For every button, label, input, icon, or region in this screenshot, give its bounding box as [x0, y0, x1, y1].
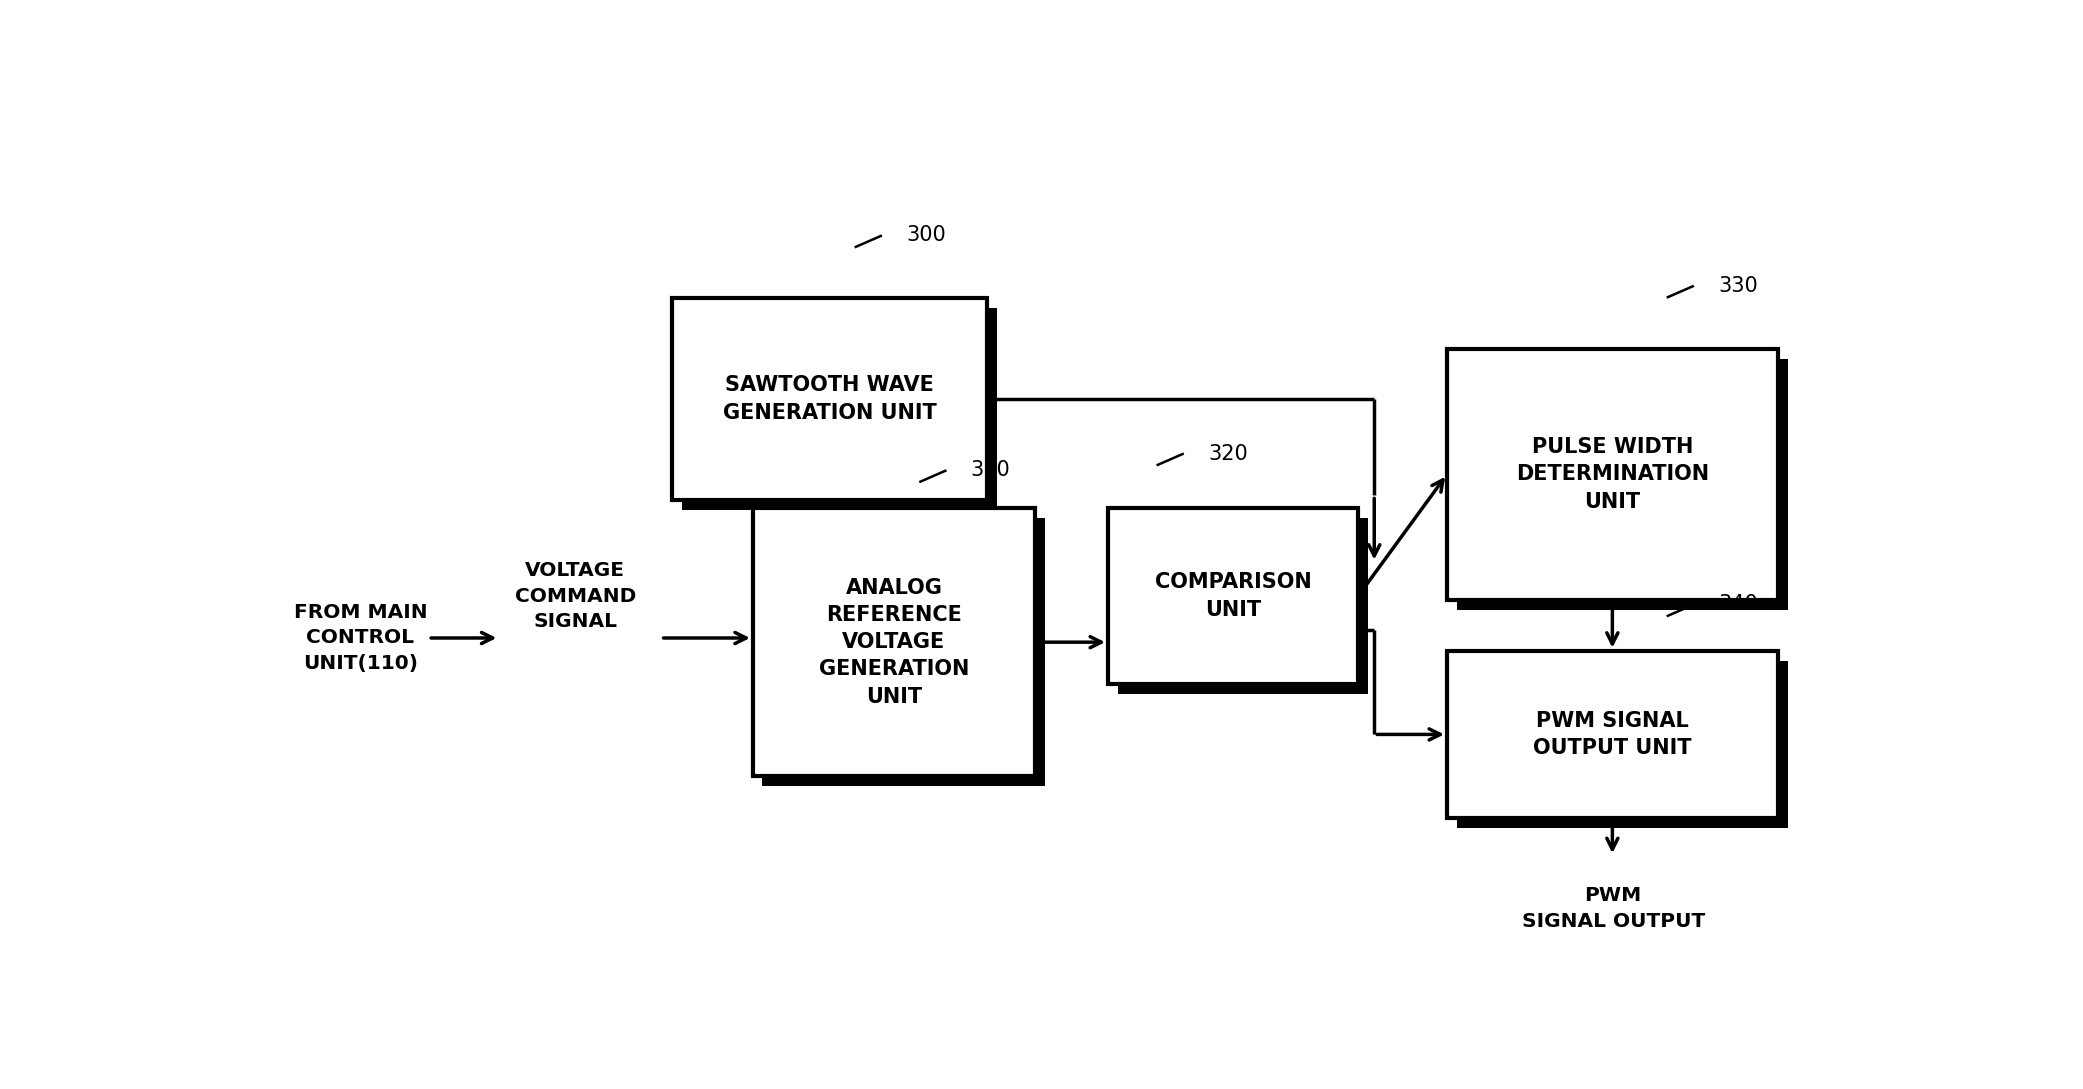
Text: 320: 320: [1208, 443, 1248, 464]
Text: PWM SIGNAL
OUTPUT UNIT: PWM SIGNAL OUTPUT UNIT: [1533, 711, 1691, 758]
Text: ANALOG
REFERENCE
VOLTAGE
GENERATION
UNIT: ANALOG REFERENCE VOLTAGE GENERATION UNIT: [819, 578, 969, 707]
Bar: [681, 308, 996, 510]
Bar: [1119, 518, 1369, 694]
Bar: [1456, 661, 1787, 829]
Text: 340: 340: [1718, 595, 1758, 614]
Bar: [673, 298, 987, 500]
Text: VOLTAGE
COMMAND
SIGNAL: VOLTAGE COMMAND SIGNAL: [515, 561, 635, 632]
Text: COMPARISON
UNIT: COMPARISON UNIT: [1154, 573, 1312, 620]
Bar: [762, 518, 1046, 786]
Text: 310: 310: [971, 461, 1010, 480]
Bar: [1108, 507, 1358, 684]
Text: SAWTOOTH WAVE
GENERATION UNIT: SAWTOOTH WAVE GENERATION UNIT: [723, 376, 935, 423]
Bar: [1448, 348, 1777, 600]
Text: 300: 300: [906, 225, 946, 245]
Bar: [1448, 650, 1777, 818]
Text: PULSE WIDTH
DETERMINATION
UNIT: PULSE WIDTH DETERMINATION UNIT: [1516, 438, 1708, 512]
Text: PWM
SIGNAL OUTPUT: PWM SIGNAL OUTPUT: [1521, 886, 1704, 931]
Bar: [752, 507, 1035, 776]
Bar: [1456, 358, 1787, 610]
Text: 330: 330: [1718, 276, 1758, 296]
Text: FROM MAIN
CONTROL
UNIT(110): FROM MAIN CONTROL UNIT(110): [294, 602, 427, 673]
